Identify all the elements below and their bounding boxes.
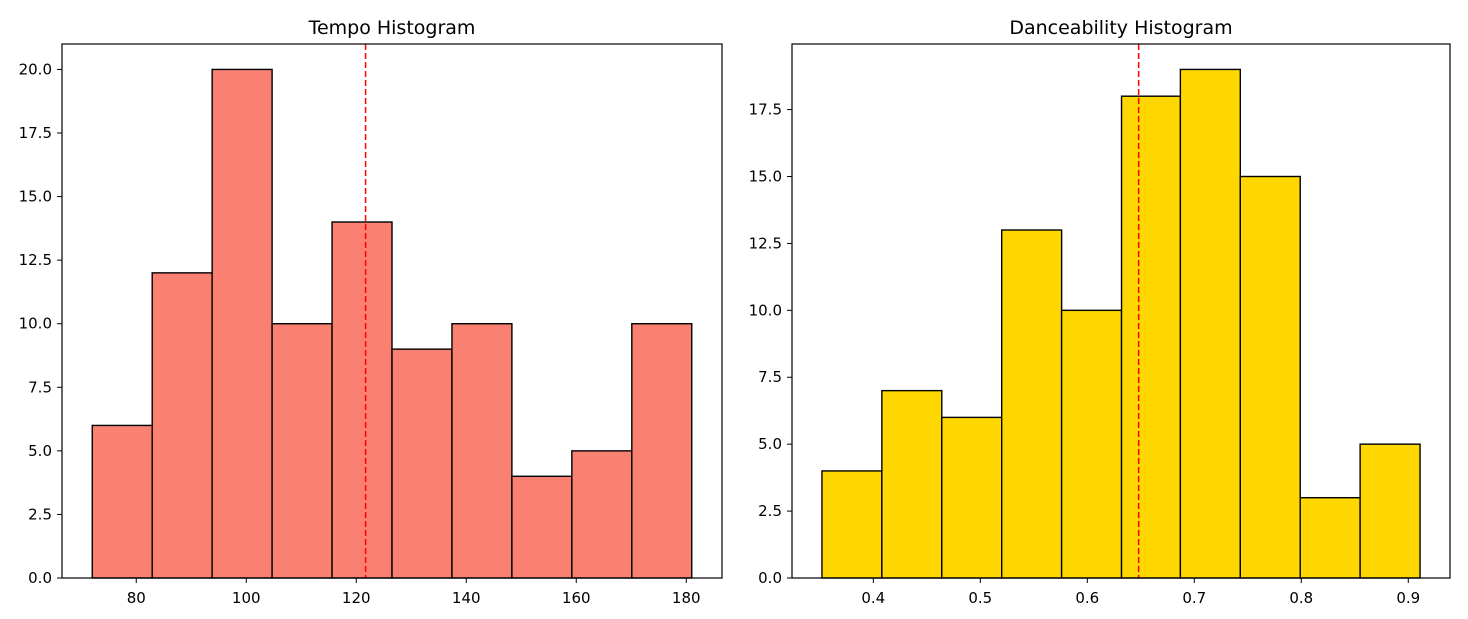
danceability-x-tick-label: 0.4 bbox=[861, 589, 885, 607]
tempo-bar-1 bbox=[151, 272, 213, 579]
danceability-bar-8 bbox=[1299, 496, 1361, 579]
tempo-bar-3 bbox=[271, 323, 333, 579]
danceability-histogram-panel: 0.4 0.5 0.6 0.7 0.8 0.9 0.0 2.5 5.0 7.5 10.0 12.5 15… bbox=[749, 17, 1451, 607]
tempo-bar-2 bbox=[211, 68, 273, 579]
tempo-y-tick-label: 10.0 bbox=[19, 315, 52, 333]
danceability-y-tick-label: 2.5 bbox=[758, 502, 782, 520]
danceability-y-tick-label: 10.0 bbox=[749, 301, 782, 319]
danceability-x-tick-label: 0.7 bbox=[1182, 589, 1206, 607]
tempo-y-tick-label: 2.5 bbox=[28, 505, 52, 523]
tempo-bar-0 bbox=[91, 424, 153, 579]
danceability-bar-2 bbox=[941, 416, 1003, 579]
tempo-y-tick-label: 12.5 bbox=[19, 251, 52, 269]
tempo-y-tick-label: 15.0 bbox=[19, 188, 52, 206]
tempo-x-tick-label: 100 bbox=[232, 589, 261, 607]
danceability-x-tick-label: 0.9 bbox=[1396, 589, 1420, 607]
tempo-x-tick-label: 140 bbox=[452, 589, 481, 607]
tempo-histogram-panel: 80 100 120 140 160 180 0.0 2.5 5.0 7.5 10.0 12.5 15.… bbox=[19, 17, 723, 607]
tempo-bar-4 bbox=[331, 221, 393, 579]
tempo-bar-6 bbox=[451, 323, 513, 579]
tempo-x-tick-label: 80 bbox=[127, 589, 146, 607]
danceability-x-tick-label: 0.8 bbox=[1289, 589, 1313, 607]
tempo-axes-frame bbox=[61, 43, 723, 579]
tempo-chart-title: Tempo Histogram bbox=[308, 17, 476, 39]
danceability-bar-5 bbox=[1120, 95, 1182, 579]
tempo-x-tick-label: 160 bbox=[562, 589, 591, 607]
danceability-y-tick-label: 5.0 bbox=[758, 435, 782, 453]
danceability-bar-3 bbox=[1001, 229, 1063, 579]
danceability-x-tick-label: 0.5 bbox=[968, 589, 992, 607]
tempo-y-tick-label: 0.0 bbox=[28, 569, 52, 587]
danceability-y-tick-label: 7.5 bbox=[758, 368, 782, 386]
danceability-x-tick-label: 0.6 bbox=[1075, 589, 1099, 607]
tempo-bar-8 bbox=[571, 450, 633, 579]
danceability-bar-7 bbox=[1239, 175, 1301, 579]
tempo-y-tick-label: 17.5 bbox=[19, 124, 52, 142]
danceability-bar-9 bbox=[1359, 443, 1421, 579]
tempo-x-tick-label: 180 bbox=[672, 589, 701, 607]
danceability-bar-1 bbox=[881, 389, 943, 579]
tempo-bar-7 bbox=[511, 475, 573, 579]
danceability-chart-title: Danceability Histogram bbox=[1009, 17, 1232, 39]
tempo-y-tick-label: 20.0 bbox=[19, 60, 52, 78]
tempo-y-tick-label: 7.5 bbox=[28, 378, 52, 396]
danceability-bar-6 bbox=[1179, 68, 1241, 579]
danceability-y-tick-label: 12.5 bbox=[749, 234, 782, 252]
danceability-bar-0 bbox=[821, 470, 883, 579]
tempo-bar-5 bbox=[391, 348, 453, 579]
tempo-bar-9 bbox=[631, 323, 693, 579]
danceability-y-tick-label: 15.0 bbox=[749, 167, 782, 185]
danceability-axes-frame bbox=[791, 43, 1451, 579]
tempo-x-tick-label: 120 bbox=[342, 589, 371, 607]
danceability-bar-4 bbox=[1060, 309, 1123, 579]
tempo-y-tick-label: 5.0 bbox=[28, 442, 52, 460]
danceability-y-tick-label: 0.0 bbox=[758, 569, 782, 587]
danceability-y-tick-label: 17.5 bbox=[749, 101, 782, 119]
